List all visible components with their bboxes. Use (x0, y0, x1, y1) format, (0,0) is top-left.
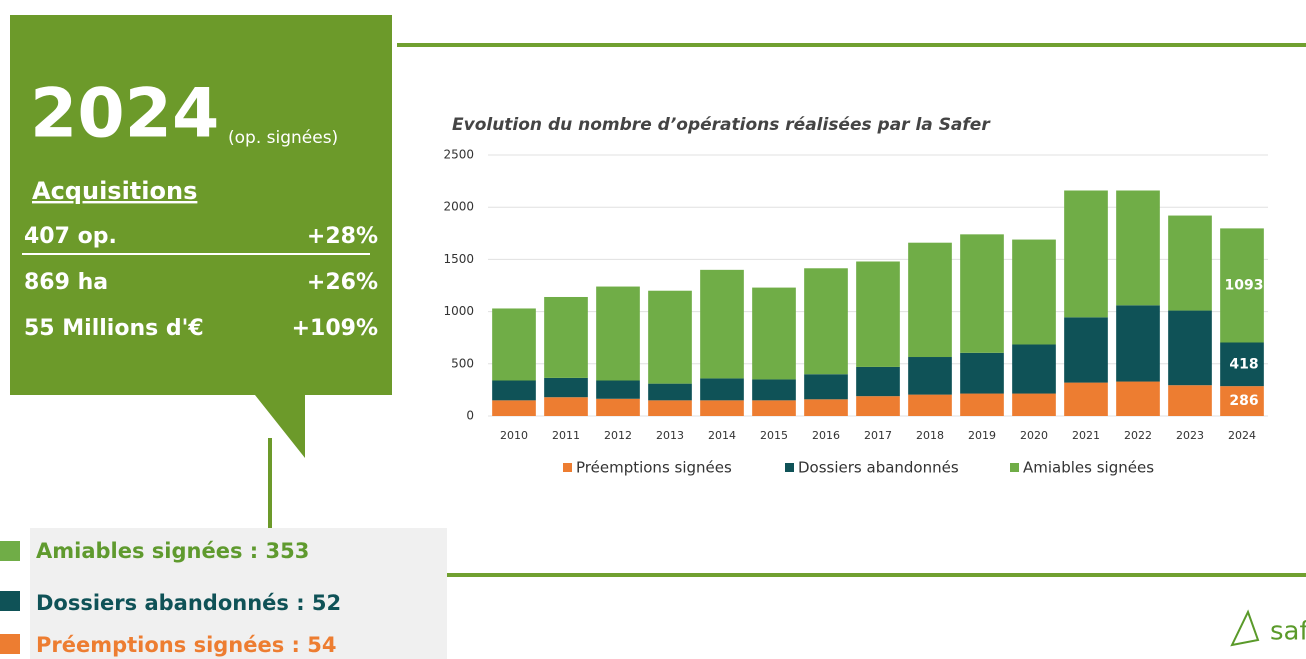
logo-mark (1230, 609, 1260, 647)
bar-segment (700, 378, 744, 401)
bar-segment (1220, 342, 1264, 387)
chart-title: Evolution du nombre d’opérations réalisé… (452, 115, 991, 135)
data-label: 1093 (1225, 277, 1264, 293)
breakdown-item: Préemptions signées : 54 (36, 633, 336, 657)
x-tick-label: 2011 (552, 429, 580, 442)
row-change: +28% (307, 224, 378, 249)
breakdown-swatch (0, 541, 20, 561)
bar-segment (1168, 310, 1212, 386)
bar-segment (804, 268, 848, 375)
bar-segment (492, 400, 536, 416)
x-tick-label: 2023 (1176, 429, 1204, 442)
bar-segment (804, 374, 848, 400)
breakdown-item: Amiables signées : 353 (36, 539, 309, 563)
bar-segment (908, 357, 952, 395)
bar-segment (752, 287, 796, 380)
legend-swatch (785, 463, 794, 472)
year: 2024 (30, 75, 219, 154)
x-tick-label: 2017 (864, 429, 892, 442)
bar-segment (960, 234, 1004, 353)
bar-segment (960, 352, 1004, 394)
legend-swatch (1010, 463, 1019, 472)
x-tick-label: 2020 (1020, 429, 1048, 442)
bar-segment (1064, 317, 1108, 383)
bar-segment (596, 398, 640, 416)
bar-segment (752, 400, 796, 416)
bar-segment (856, 261, 900, 367)
breakdown-item: Dossiers abandonnés : 52 (36, 591, 341, 615)
bar-segment (700, 400, 744, 416)
bar-segment (1012, 393, 1056, 416)
legend-swatch (563, 463, 572, 472)
bar-segment (1012, 239, 1056, 345)
bar-segment (856, 366, 900, 397)
bar-segment (1064, 382, 1108, 416)
y-tick-label: 1500 (443, 252, 474, 266)
x-tick-label: 2016 (812, 429, 840, 442)
bar-segment (960, 393, 1004, 416)
bar-segment (544, 296, 588, 378)
data-label: 286 (1229, 393, 1258, 409)
bar-segment (1168, 215, 1212, 311)
bar-segment (752, 379, 796, 401)
legend-label: Préemptions signées (576, 459, 732, 477)
bar-segment (648, 290, 692, 384)
data-label: 418 (1229, 356, 1258, 372)
bar-segment (1116, 190, 1160, 306)
logo: saf (1270, 617, 1306, 647)
bar-segment (908, 242, 952, 358)
bar-segment (492, 308, 536, 381)
x-tick-label: 2018 (916, 429, 944, 442)
bar-segment (1012, 344, 1056, 394)
bar-segment (544, 397, 588, 416)
bar-segment (648, 383, 692, 401)
breakdown-swatch (0, 634, 20, 654)
x-tick-label: 2015 (760, 429, 788, 442)
x-tick-label: 2022 (1124, 429, 1152, 442)
breakdown-swatch (0, 591, 20, 611)
bar-segment (1116, 305, 1160, 382)
x-tick-label: 2021 (1072, 429, 1100, 442)
row-change: +26% (307, 270, 378, 295)
bar-segment (544, 377, 588, 398)
y-tick-label: 2000 (443, 200, 474, 214)
bar-segment (1168, 385, 1212, 416)
bar-segment (908, 394, 952, 416)
row-label: 407 op. (24, 224, 117, 249)
x-tick-label: 2013 (656, 429, 684, 442)
heading: Acquisitions (32, 177, 197, 205)
row-label: 869 ha (24, 270, 108, 295)
x-tick-label: 2010 (500, 429, 528, 442)
callout-box (10, 15, 392, 458)
x-tick-label: 2024 (1228, 429, 1256, 442)
bar-segment (596, 380, 640, 399)
bar-segment (1116, 381, 1160, 416)
year-note: (op. signées) (228, 128, 338, 148)
x-tick-label: 2012 (604, 429, 632, 442)
bar-segment (700, 269, 744, 379)
bar-segment (804, 399, 848, 416)
y-tick-label: 1000 (443, 304, 474, 318)
bar-segment (1220, 386, 1264, 416)
y-tick-label: 500 (451, 356, 474, 370)
x-tick-label: 2019 (968, 429, 996, 442)
x-tick-label: 2014 (708, 429, 736, 442)
row-change: +109% (292, 316, 378, 341)
y-tick-label: 2500 (443, 148, 474, 162)
bar-segment (1220, 228, 1264, 343)
bar-segment (856, 396, 900, 416)
bar-segment (492, 380, 536, 401)
row-label: 55 Millions d'€ (24, 316, 204, 341)
bar-segment (596, 286, 640, 381)
y-tick-label: 0 (466, 409, 474, 423)
breakdown-box (30, 528, 447, 659)
bar-segment (1064, 190, 1108, 318)
bar-segment (648, 400, 692, 416)
legend-label: Amiables signées (1023, 459, 1154, 477)
legend-label: Dossiers abandonnés (798, 459, 959, 477)
